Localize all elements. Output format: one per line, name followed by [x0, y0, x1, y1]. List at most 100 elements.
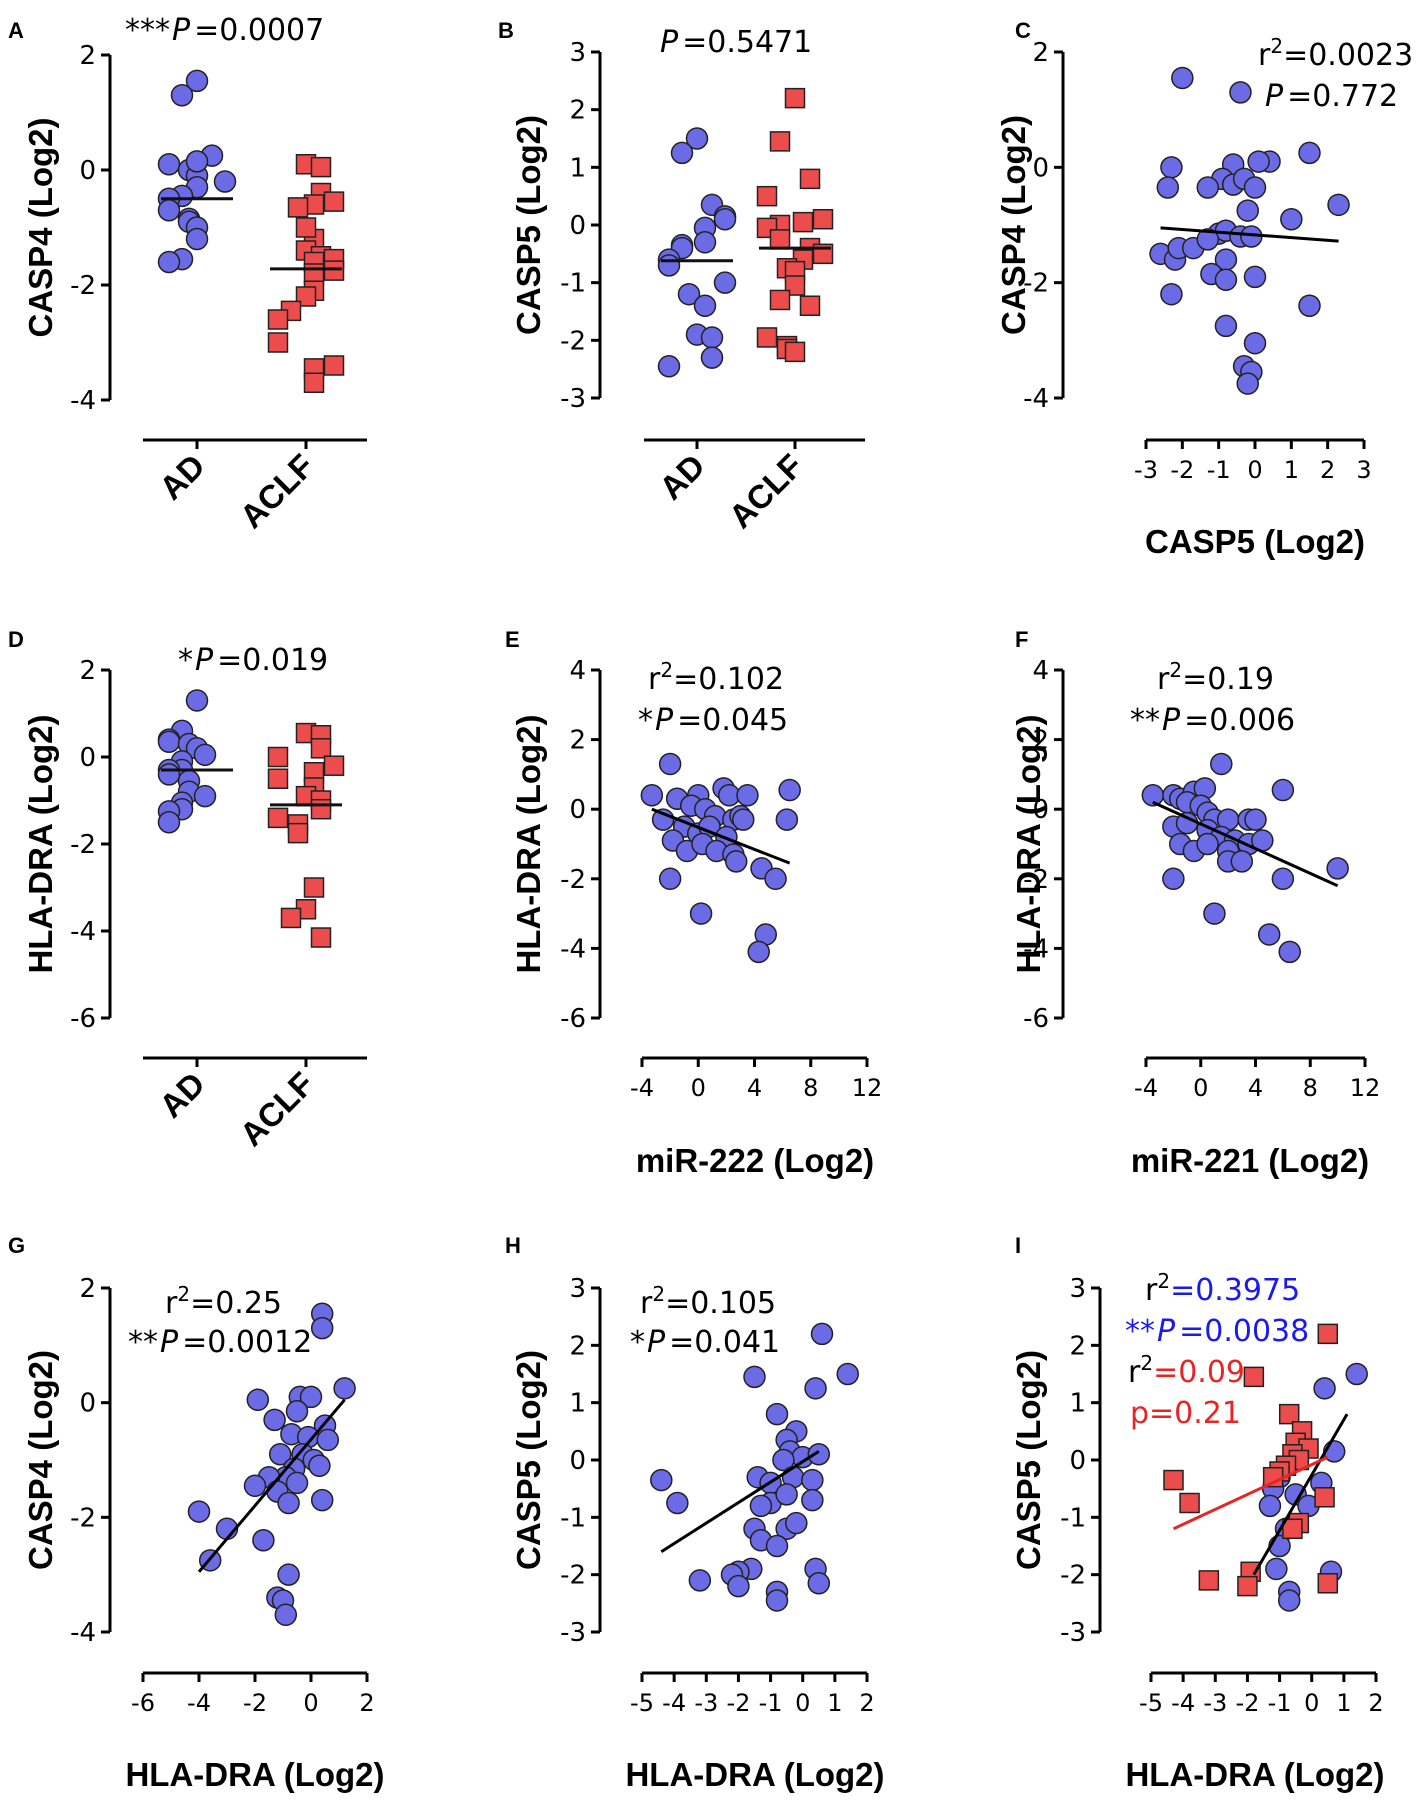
panel-D-AD-point — [157, 730, 181, 754]
panel-I-AD-point — [1277, 1589, 1301, 1612]
panel-I-x-tick-label: -2 — [1235, 1689, 1259, 1717]
panel-G-all-point — [243, 1474, 267, 1498]
panel-F-y-tick-label: 2 — [1032, 726, 1049, 756]
panel-D-y-tick-label: -4 — [70, 917, 96, 947]
panel-H-all-point — [765, 1534, 789, 1558]
panel-F-x-tick-label: 8 — [1303, 1074, 1318, 1102]
panel-F-y-tick-label: 0 — [1032, 795, 1049, 825]
panel-C-all-point — [1236, 199, 1259, 222]
panel-F-x-tick-label: 0 — [1193, 1074, 1208, 1102]
panel-I-x-tick-label: -4 — [1171, 1689, 1195, 1717]
panel-H-all-point — [727, 1574, 750, 1598]
panel-H-all-point — [743, 1365, 766, 1389]
panel-H-all-point — [807, 1572, 831, 1595]
panel-I-ACLF-point — [1282, 1518, 1303, 1540]
panel-B-AD-point — [657, 254, 681, 277]
panel-A-ACLF-point — [323, 260, 345, 281]
panel-I-x-tick-label: 1 — [1336, 1689, 1351, 1717]
panel-H-all-point — [666, 1491, 689, 1515]
panel-B-AD-point — [677, 282, 701, 306]
panel-C-y-tick-label: 2 — [1032, 38, 1049, 68]
panel-B-AD-point — [700, 346, 724, 369]
panel-E-y-tick-label: -6 — [560, 1004, 586, 1034]
panel-B-ACLF-point — [812, 208, 834, 230]
p-symbol: P — [660, 25, 679, 60]
panel-I-y-tick-label: 2 — [1069, 1331, 1086, 1361]
panel-A-ACLF-point — [287, 197, 309, 218]
panel-H-x-label: HLA-DRA (Log2) — [625, 1756, 884, 1793]
panel-E-y-tick-label: -2 — [560, 865, 586, 895]
panel-A-AD-point — [185, 69, 209, 93]
panel-C-all-point — [1196, 176, 1220, 199]
panel-B-AD-point — [685, 127, 709, 150]
panel-C-all-point — [1243, 176, 1267, 199]
panel-G-annotation-1: **P =0.0012 — [128, 1325, 312, 1360]
panel-A-AD-point — [213, 170, 237, 193]
panel-H-x-tick-label: 2 — [859, 1689, 874, 1717]
panel-A-category-label: AD — [152, 447, 212, 507]
panel-B-category-label: AD — [652, 447, 712, 507]
panel-I-AD-point — [1265, 1557, 1288, 1581]
r2-value: =0.19 — [1182, 662, 1274, 697]
panel-F-all-point — [1271, 867, 1295, 891]
panel-C-annotation-1: P =0.772 — [1265, 79, 1398, 114]
panel-E-all-point — [747, 940, 770, 964]
panel-B-AD-point — [670, 141, 694, 165]
panel-C-all-point — [1156, 176, 1180, 199]
panel-D-y-tick-label: -6 — [70, 1004, 96, 1034]
panel-I-AD-point — [1258, 1494, 1282, 1518]
panel-I-ACLF-point — [1237, 1575, 1258, 1597]
p-symbol: P — [1162, 703, 1181, 738]
annotation-text: p=0.21 — [1130, 1396, 1241, 1431]
r2-label: r — [648, 662, 661, 697]
r2-value: =0.3975 — [1170, 1273, 1300, 1308]
panel-H-all-point — [810, 1322, 834, 1346]
panel-I-fit-line-0 — [1252, 1413, 1349, 1576]
panel-H-annotation-1: *P =0.041 — [630, 1325, 780, 1360]
panel-H-all-point — [688, 1569, 712, 1592]
r2-label: r — [1145, 1273, 1158, 1308]
panel-B-category-label: ACLF — [722, 447, 810, 535]
panel-I-y-tick-label: -3 — [1060, 1618, 1086, 1648]
panel-B-letter: B — [498, 18, 514, 43]
panel-E-all-point — [689, 902, 713, 925]
panel-I-letter: I — [1015, 1233, 1021, 1258]
panel-G-y-tick-label: -4 — [70, 1618, 96, 1648]
panel-G-x-tick-label: 2 — [359, 1689, 374, 1717]
panel-G-x-label: HLA-DRA (Log2) — [125, 1756, 384, 1793]
panel-G-all-point — [246, 1388, 270, 1412]
r2-label: r — [1157, 662, 1170, 697]
panel-A-AD-point — [170, 84, 194, 107]
panel-H-y-tick-label: 0 — [569, 1446, 586, 1476]
panel-H-all-point — [772, 1448, 795, 1472]
panel-F-all-point — [1257, 923, 1281, 946]
panel-G-all-point — [316, 1428, 340, 1452]
panel-E-x-tick-label: 8 — [803, 1074, 818, 1102]
panel-I-ACLF-point — [1179, 1492, 1200, 1514]
panel-C-y-tick-label: -2 — [1023, 269, 1049, 299]
panel-C-x-tick-label: 3 — [1356, 456, 1371, 484]
panel-H-all-point — [807, 1443, 831, 1466]
panel-C-all-point — [1243, 331, 1267, 355]
panel-G-y-label: CASP4 (Log2) — [22, 1350, 59, 1570]
panel-D-ACLF-point — [280, 907, 302, 929]
panel-B-y-tick-label: 3 — [569, 38, 586, 68]
panel-G-all-point — [274, 1603, 298, 1627]
panel-I-ACLF-point — [1317, 1573, 1339, 1594]
panel-B-y-label: CASP5 (Log2) — [510, 115, 547, 335]
panel-A-ACLF-point — [295, 217, 317, 238]
panel-D: D -6 -4 -2 0 2 HLA-DRA (Log2) *P =0.019 AD ACLF — [8, 627, 367, 1153]
panel-G-all-point — [299, 1385, 323, 1409]
panel-B-ACLF-point — [756, 185, 778, 207]
panel-C-x-tick-label: 0 — [1247, 456, 1262, 484]
panel-B-ACLF-point — [784, 341, 806, 363]
panel-I-y-tick-label: 0 — [1069, 1446, 1086, 1476]
panel-D-ACLF-point — [267, 768, 289, 789]
panel-H-all-point — [801, 1468, 824, 1492]
panel-E-annotation-0: r2=0.102 — [648, 658, 784, 697]
panel-E-x-tick-label: -4 — [630, 1074, 654, 1102]
panel-I-ACLF-point — [1314, 1487, 1335, 1508]
panel-G-x-tick-label: -4 — [187, 1689, 211, 1717]
